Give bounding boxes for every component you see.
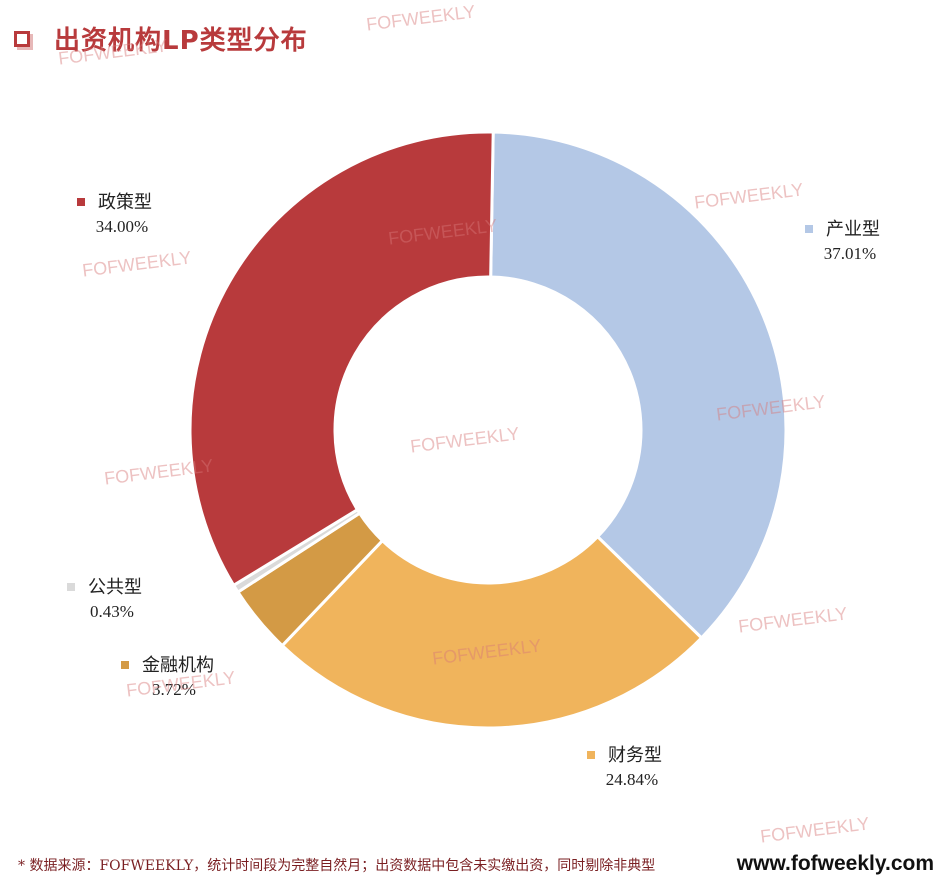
- chart-title: 出资机构LP类型分布: [54, 26, 308, 56]
- slice-percent-label: 34.00%: [96, 217, 148, 236]
- slice-name-label: 产业型: [826, 219, 880, 240]
- legend-swatch-4: [77, 198, 85, 206]
- slice-name-label: 财务型: [608, 745, 662, 766]
- legend-swatch-0: [805, 225, 813, 233]
- title-bar: 出资机构LP类型分布: [14, 20, 308, 57]
- legend-swatch-3: [67, 583, 75, 591]
- pie-slice-1: [280, 534, 704, 730]
- slice-name-label: 政策型: [98, 192, 152, 213]
- legend-swatch-2: [121, 661, 129, 669]
- site-url[interactable]: www.fofweekly.com: [736, 852, 934, 876]
- title-square-icon: [14, 30, 30, 47]
- slice-percent-label: 0.43%: [90, 602, 134, 621]
- slice-name-label: 公共型: [88, 577, 142, 598]
- slice-name-label: 金融机构: [142, 655, 214, 676]
- slice-percent-label: 24.84%: [606, 770, 658, 789]
- pie-slice-0: [489, 130, 788, 641]
- slice-percent-label: 37.01%: [824, 244, 876, 263]
- footnote: * 数据来源：FOFWEEKLY，统计时间段为完整自然月；出资数据中包含未实缴出…: [18, 858, 656, 874]
- slice-percent-label: 3.72%: [152, 680, 196, 699]
- legend-swatch-1: [587, 751, 595, 759]
- pie-slice-4: [188, 130, 495, 588]
